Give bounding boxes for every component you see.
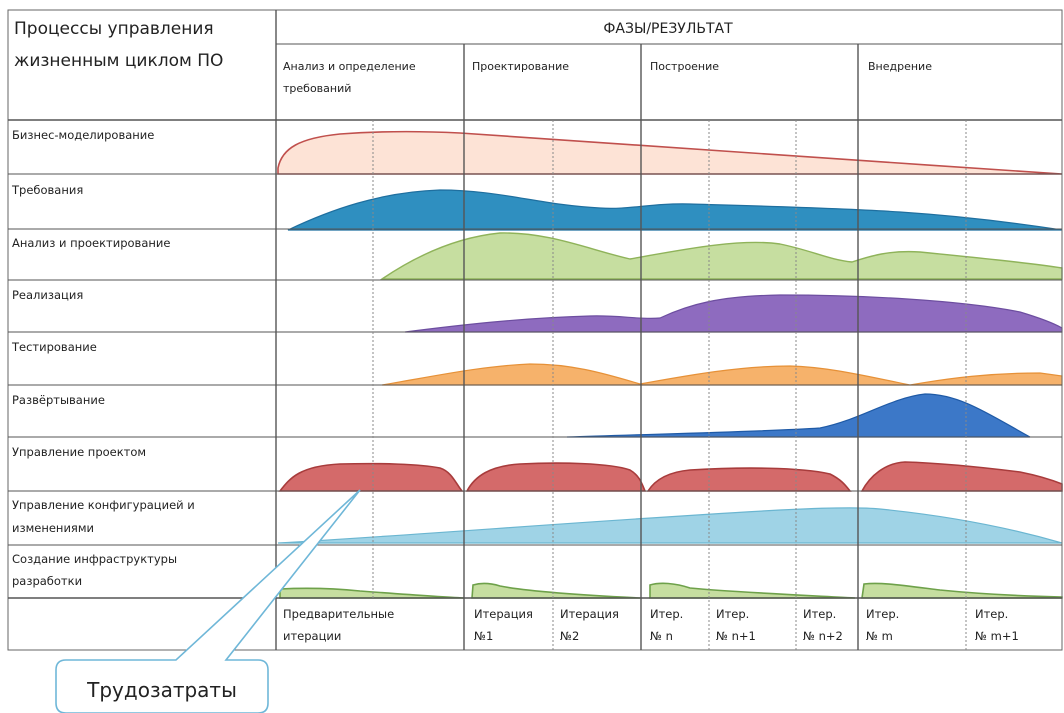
table-grid (7, 9, 1063, 651)
iteration-label-1-line1: Итерация (474, 607, 533, 621)
callout-label: Трудозатраты (86, 678, 237, 702)
iteration-label-n-line1: Итер. (650, 607, 683, 621)
process-title-line1: Процессы управления (14, 19, 214, 39)
effort-curves (277, 130, 1063, 599)
phase-label-1-line2: требований (283, 82, 351, 95)
row-label-testing: Тестирование (11, 340, 97, 354)
curve-requirements (287, 189, 1063, 231)
phase-label-4: Внедрение (868, 60, 932, 73)
iteration-label-n1-line2: № n+1 (716, 629, 756, 643)
iteration-label-1-line2: №1 (474, 629, 493, 643)
row-label-project-management: Управление проектом (12, 445, 146, 459)
curve-analysis-design (379, 232, 1063, 280)
iteration-label-n1-line1: Итер. (716, 607, 749, 621)
iteration-label-pre-line2: итерации (283, 629, 341, 643)
curve-implementation (404, 294, 1063, 333)
iteration-label-m1-line2: № m+1 (975, 629, 1019, 643)
phases-title: ФАЗЫ/РЕЗУЛЬТАТ (603, 21, 733, 37)
row-label-deployment: Развёртывание (12, 393, 105, 407)
iteration-label-n2-line2: № n+2 (803, 629, 843, 643)
iteration-label-m-line1: Итер. (866, 607, 899, 621)
curve-deployment (566, 393, 1031, 438)
phase-label-3: Построение (650, 60, 719, 73)
iteration-dividers (372, 120, 967, 650)
row-label-implementation: Реализация (12, 288, 83, 302)
iteration-label-2-line1: Итерация (560, 607, 619, 621)
row-label-config-line1: Управление конфигурацией и (12, 498, 195, 512)
process-title-line2: жизненным циклом ПО (14, 51, 223, 71)
iteration-label-n-line2: № n (650, 629, 673, 643)
effort-callout: Трудозатраты (55, 489, 361, 713)
iteration-label-2-line2: №2 (560, 629, 579, 643)
curve-project-management (278, 461, 1063, 492)
iteration-label-m-line2: № m (866, 629, 893, 643)
row-label-config-line2: изменениями (12, 521, 94, 535)
curve-testing (381, 363, 1063, 386)
row-label-business-modeling: Бизнес-моделирование (12, 128, 154, 142)
row-label-analysis-design: Анализ и проектирование (12, 236, 170, 250)
curve-infrastructure (279, 582, 1063, 599)
phase-label-2: Проектирование (472, 60, 569, 73)
iteration-label-m1-line1: Итер. (975, 607, 1008, 621)
iteration-label-n2-line1: Итер. (803, 607, 836, 621)
curve-config-change-management (277, 507, 1063, 544)
row-label-infra-line2: разработки (12, 574, 82, 588)
row-label-requirements: Требования (11, 183, 83, 197)
iteration-label-pre-line1: Предварительные (283, 607, 394, 621)
phase-label-1-line1: Анализ и определение (283, 60, 416, 73)
curve-business-modeling (277, 130, 1063, 175)
row-label-infra-line1: Создание инфраструктуры (12, 552, 177, 566)
